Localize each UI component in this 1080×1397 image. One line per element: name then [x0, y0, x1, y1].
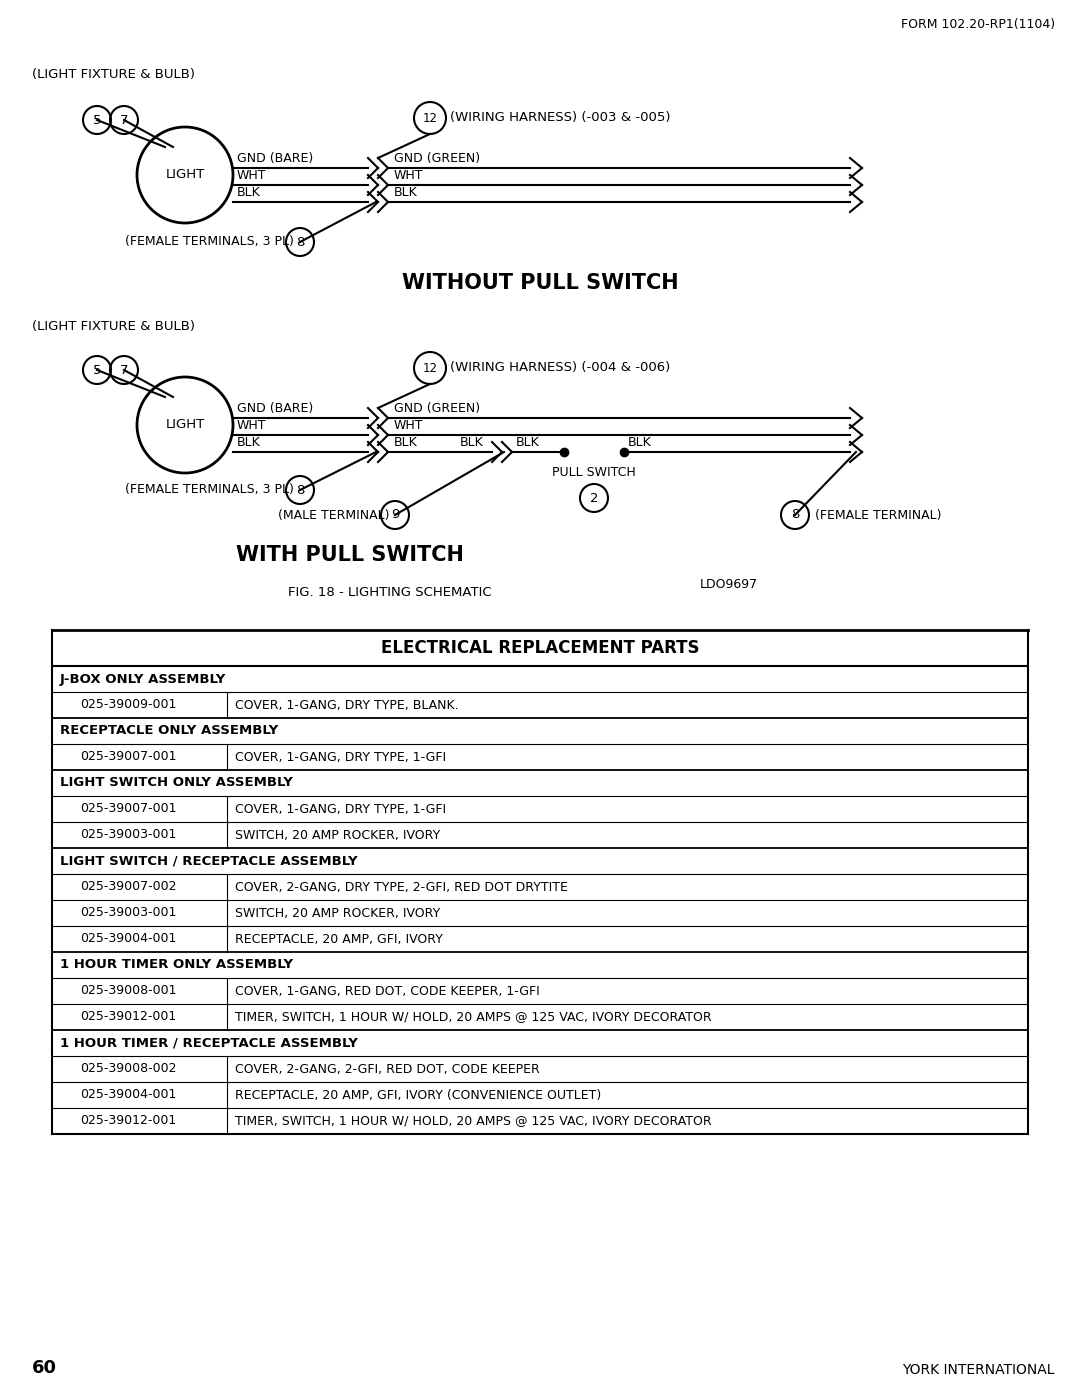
Text: TIMER, SWITCH, 1 HOUR W/ HOLD, 20 AMPS @ 125 VAC, IVORY DECORATOR: TIMER, SWITCH, 1 HOUR W/ HOLD, 20 AMPS @… [235, 1010, 712, 1024]
Text: COVER, 1-GANG, RED DOT, CODE KEEPER, 1-GFI: COVER, 1-GANG, RED DOT, CODE KEEPER, 1-G… [235, 985, 540, 997]
Text: 025-39009-001: 025-39009-001 [80, 698, 176, 711]
Text: (WIRING HARNESS) (-004 & -006): (WIRING HARNESS) (-004 & -006) [450, 362, 671, 374]
Text: 025-39008-001: 025-39008-001 [80, 985, 176, 997]
Text: 025-39007-001: 025-39007-001 [80, 750, 176, 764]
Text: 025-39004-001: 025-39004-001 [80, 1088, 176, 1101]
Text: GND (BARE): GND (BARE) [237, 402, 313, 415]
Text: ELECTRICAL REPLACEMENT PARTS: ELECTRICAL REPLACEMENT PARTS [381, 638, 699, 657]
Text: 025-39008-002: 025-39008-002 [80, 1063, 176, 1076]
Text: WITH PULL SWITCH: WITH PULL SWITCH [237, 545, 464, 564]
Text: WITHOUT PULL SWITCH: WITHOUT PULL SWITCH [402, 272, 678, 293]
Text: BLK: BLK [394, 436, 418, 448]
Text: 2: 2 [590, 492, 598, 504]
Text: 1 HOUR TIMER ONLY ASSEMBLY: 1 HOUR TIMER ONLY ASSEMBLY [60, 958, 293, 971]
Text: BLK: BLK [394, 186, 418, 198]
Text: (WIRING HARNESS) (-003 & -005): (WIRING HARNESS) (-003 & -005) [450, 112, 671, 124]
Text: WHT: WHT [237, 419, 267, 432]
Text: GND (GREEN): GND (GREEN) [394, 402, 481, 415]
Text: 5: 5 [93, 113, 102, 127]
Text: TIMER, SWITCH, 1 HOUR W/ HOLD, 20 AMPS @ 125 VAC, IVORY DECORATOR: TIMER, SWITCH, 1 HOUR W/ HOLD, 20 AMPS @… [235, 1115, 712, 1127]
Text: SWITCH, 20 AMP ROCKER, IVORY: SWITCH, 20 AMP ROCKER, IVORY [235, 828, 441, 841]
Text: GND (BARE): GND (BARE) [237, 152, 313, 165]
Text: WHT: WHT [237, 169, 267, 182]
Text: BLK: BLK [627, 436, 651, 448]
Text: (FEMALE TERMINAL): (FEMALE TERMINAL) [815, 509, 942, 521]
Text: LIGHT SWITCH / RECEPTACLE ASSEMBLY: LIGHT SWITCH / RECEPTACLE ASSEMBLY [60, 855, 357, 868]
Text: 025-39012-001: 025-39012-001 [80, 1010, 176, 1024]
Text: LIGHT: LIGHT [165, 169, 204, 182]
Text: (LIGHT FIXTURE & BULB): (LIGHT FIXTURE & BULB) [32, 68, 195, 81]
Text: 8: 8 [296, 236, 305, 249]
Text: 7: 7 [120, 113, 129, 127]
Text: 12: 12 [422, 112, 437, 124]
Text: LIGHT SWITCH ONLY ASSEMBLY: LIGHT SWITCH ONLY ASSEMBLY [60, 777, 293, 789]
Text: 1 HOUR TIMER / RECEPTACLE ASSEMBLY: 1 HOUR TIMER / RECEPTACLE ASSEMBLY [60, 1037, 357, 1049]
Text: SWITCH, 20 AMP ROCKER, IVORY: SWITCH, 20 AMP ROCKER, IVORY [235, 907, 441, 919]
Text: (LIGHT FIXTURE & BULB): (LIGHT FIXTURE & BULB) [32, 320, 195, 332]
Text: WHT: WHT [394, 419, 423, 432]
Text: BLK: BLK [516, 436, 540, 448]
Text: 8: 8 [296, 483, 305, 496]
Text: RECEPTACLE ONLY ASSEMBLY: RECEPTACLE ONLY ASSEMBLY [60, 725, 279, 738]
Text: PULL SWITCH: PULL SWITCH [552, 467, 636, 479]
Text: 12: 12 [422, 362, 437, 374]
Text: 5: 5 [93, 363, 102, 377]
Text: COVER, 1-GANG, DRY TYPE, BLANK.: COVER, 1-GANG, DRY TYPE, BLANK. [235, 698, 459, 711]
Text: FIG. 18 - LIGHTING SCHEMATIC: FIG. 18 - LIGHTING SCHEMATIC [288, 585, 491, 598]
Text: 60: 60 [32, 1359, 57, 1377]
Text: 025-39012-001: 025-39012-001 [80, 1115, 176, 1127]
Text: 9: 9 [391, 509, 400, 521]
Text: 025-39004-001: 025-39004-001 [80, 933, 176, 946]
Text: RECEPTACLE, 20 AMP, GFI, IVORY: RECEPTACLE, 20 AMP, GFI, IVORY [235, 933, 443, 946]
Text: COVER, 2-GANG, DRY TYPE, 2-GFI, RED DOT DRYTITE: COVER, 2-GANG, DRY TYPE, 2-GFI, RED DOT … [235, 880, 568, 894]
Text: YORK INTERNATIONAL: YORK INTERNATIONAL [903, 1363, 1055, 1377]
Text: COVER, 1-GANG, DRY TYPE, 1-GFI: COVER, 1-GANG, DRY TYPE, 1-GFI [235, 802, 446, 816]
Text: LDO9697: LDO9697 [700, 578, 758, 591]
Text: BLK: BLK [460, 436, 484, 448]
Text: 025-39007-002: 025-39007-002 [80, 880, 176, 894]
Text: (FEMALE TERMINALS, 3 PL): (FEMALE TERMINALS, 3 PL) [125, 236, 294, 249]
Text: 025-39003-001: 025-39003-001 [80, 828, 176, 841]
Text: BLK: BLK [237, 186, 260, 198]
Text: 7: 7 [120, 363, 129, 377]
Text: COVER, 2-GANG, 2-GFI, RED DOT, CODE KEEPER: COVER, 2-GANG, 2-GFI, RED DOT, CODE KEEP… [235, 1063, 540, 1076]
Text: RECEPTACLE, 20 AMP, GFI, IVORY (CONVENIENCE OUTLET): RECEPTACLE, 20 AMP, GFI, IVORY (CONVENIE… [235, 1088, 602, 1101]
Text: 025-39003-001: 025-39003-001 [80, 907, 176, 919]
Text: 025-39007-001: 025-39007-001 [80, 802, 176, 816]
Text: J-BOX ONLY ASSEMBLY: J-BOX ONLY ASSEMBLY [60, 672, 227, 686]
Text: COVER, 1-GANG, DRY TYPE, 1-GFI: COVER, 1-GANG, DRY TYPE, 1-GFI [235, 750, 446, 764]
Text: (FEMALE TERMINALS, 3 PL): (FEMALE TERMINALS, 3 PL) [125, 483, 294, 496]
Text: 8: 8 [791, 509, 799, 521]
Text: LIGHT: LIGHT [165, 419, 204, 432]
Text: FORM 102.20-RP1(1104): FORM 102.20-RP1(1104) [901, 18, 1055, 31]
Text: BLK: BLK [237, 436, 260, 448]
Text: GND (GREEN): GND (GREEN) [394, 152, 481, 165]
Text: WHT: WHT [394, 169, 423, 182]
Text: (MALE TERMINAL): (MALE TERMINAL) [278, 509, 389, 521]
